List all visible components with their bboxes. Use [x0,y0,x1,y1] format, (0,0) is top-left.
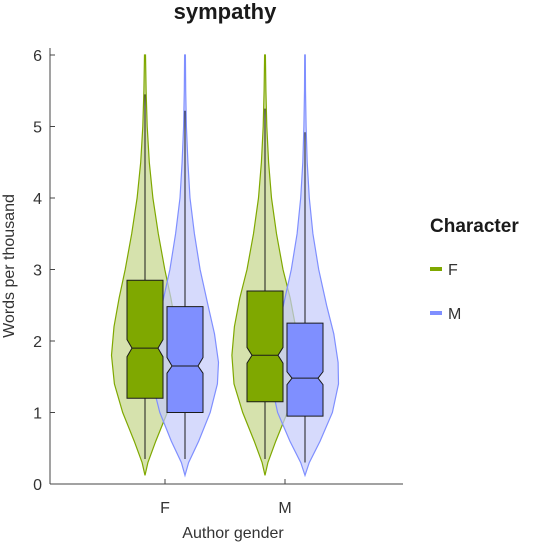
x-tick-label-M: M [278,500,291,517]
legend-label-M: M [448,306,461,323]
chart-title: sympathy [174,0,277,24]
x-axis-label: Author gender [182,525,284,542]
legend-title: Character [430,216,519,237]
legend: Character FM [430,216,519,323]
box-F-F [126,279,164,399]
violins [110,54,340,478]
y-tick-label-3: 3 [33,263,42,280]
y-axis-label: Words per thousand [1,194,18,338]
y-tick-label-5: 5 [33,120,42,137]
box-M-M [286,322,324,417]
y-tick-label-2: 2 [33,334,42,351]
y-tick-label-0: 0 [33,477,42,494]
y-tick-label-1: 1 [33,406,42,423]
y-tick-label-4: 4 [33,191,42,208]
x-tick-label-F: F [160,500,170,517]
legend-items: FM [430,262,461,323]
box-M-F [166,306,204,413]
legend-label-F: F [448,262,458,279]
y-ticks: 0 1 2 3 4 5 6 [33,48,55,494]
box-F-M [246,290,284,403]
y-tick-label-6: 6 [33,48,42,65]
